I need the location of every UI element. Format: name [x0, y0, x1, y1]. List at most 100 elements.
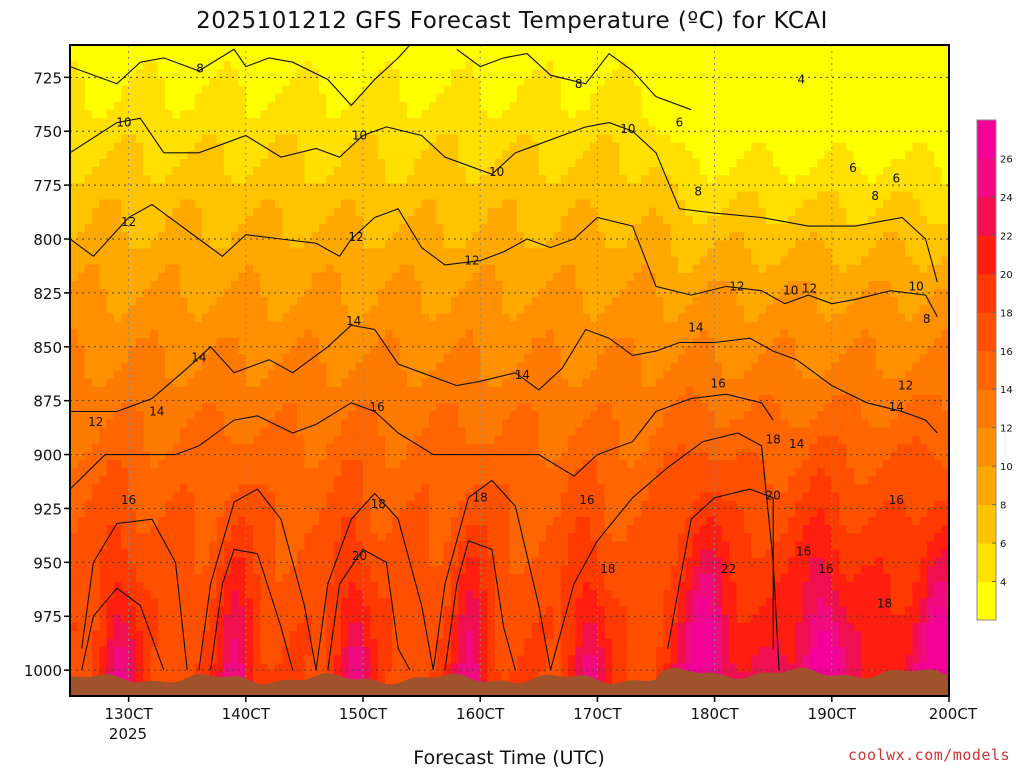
temperature-cell	[311, 671, 320, 681]
temperature-cell	[326, 549, 335, 559]
temperature-cell	[282, 199, 291, 209]
temperature-cell	[150, 207, 159, 217]
temperature-cell	[377, 248, 386, 258]
temperature-cell	[443, 508, 452, 518]
temperature-cell	[480, 354, 489, 363]
temperature-cell	[238, 93, 247, 103]
temperature-cell	[443, 386, 452, 396]
temperature-cell	[319, 150, 327, 160]
temperature-cell	[406, 476, 415, 486]
temperature-cell	[194, 516, 203, 526]
temperature-cell	[494, 435, 503, 445]
temperature-cell	[370, 476, 379, 486]
temperature-cell	[384, 175, 393, 184]
temperature-cell	[150, 53, 159, 62]
temperature-cell	[172, 370, 181, 380]
temperature-cell	[223, 77, 232, 87]
temperature-cell	[99, 207, 108, 217]
temperature-cell	[275, 110, 284, 119]
temperature-cell	[326, 663, 335, 673]
temperature-cell	[443, 256, 452, 266]
temperature-cell	[209, 232, 218, 241]
temperature-cell	[216, 516, 225, 526]
temperature-cell	[502, 167, 511, 176]
temperature-cell	[509, 85, 518, 95]
temperature-cell	[465, 468, 474, 477]
temperature-cell	[157, 183, 166, 193]
temperature-cell	[436, 183, 445, 193]
temperature-cell	[143, 77, 152, 87]
temperature-cell	[150, 150, 159, 160]
temperature-cell	[77, 354, 86, 363]
temperature-cell	[406, 565, 415, 575]
temperature-cell	[480, 411, 489, 420]
temperature-cell	[494, 134, 503, 144]
temperature-cell	[406, 394, 415, 404]
temperature-cell	[245, 443, 254, 453]
temperature-cell	[502, 590, 511, 599]
temperature-cell	[450, 110, 459, 119]
temperature-cell	[524, 69, 533, 79]
temperature-cell	[311, 419, 320, 429]
temperature-cell	[165, 61, 174, 71]
temperature-cell	[399, 622, 408, 632]
temperature-cell	[260, 663, 269, 673]
temperature-cell	[494, 199, 503, 209]
temperature-cell	[91, 386, 100, 396]
temperature-cell	[143, 394, 152, 404]
temperature-cell	[319, 516, 327, 526]
temperature-cell	[135, 85, 144, 95]
temperature-cell	[253, 191, 262, 201]
temperature-cell	[333, 134, 342, 144]
temperature-cell	[341, 541, 349, 551]
temperature-cell	[165, 525, 174, 534]
temperature-cell	[135, 215, 144, 225]
temperature-cell	[509, 533, 518, 542]
temperature-cell	[450, 394, 459, 404]
temperature-cell	[165, 85, 174, 95]
temperature-cell	[253, 167, 262, 176]
temperature-cell	[487, 516, 496, 526]
temperature-cell	[348, 378, 357, 388]
temperature-cell	[436, 175, 445, 184]
temperature-cell	[121, 354, 130, 363]
temperature-cell	[209, 289, 218, 298]
temperature-cell	[106, 614, 115, 624]
temperature-cell	[113, 354, 122, 363]
temperature-cell	[77, 606, 86, 616]
temperature-cell	[421, 297, 430, 306]
temperature-cell	[135, 460, 144, 469]
temperature-cell	[458, 525, 467, 534]
temperature-cell	[443, 468, 452, 477]
temperature-cell	[209, 394, 218, 404]
temperature-cell	[516, 411, 525, 420]
temperature-cell	[311, 183, 320, 193]
temperature-cell	[70, 346, 78, 355]
temperature-cell	[428, 468, 437, 477]
temperature-cell	[370, 443, 379, 453]
temperature-cell	[363, 329, 371, 339]
temperature-cell	[77, 289, 86, 298]
temperature-cell	[363, 435, 371, 445]
temperature-cell	[179, 256, 188, 266]
temperature-cell	[187, 630, 196, 640]
temperature-cell	[187, 256, 196, 266]
temperature-cell	[487, 419, 496, 429]
temperature-cell	[267, 280, 276, 290]
temperature-cell	[421, 590, 430, 599]
temperature-cell	[99, 663, 108, 673]
temperature-cell	[143, 183, 152, 193]
temperature-cell	[143, 321, 152, 331]
temperature-cell	[480, 468, 489, 477]
temperature-cell	[113, 224, 122, 233]
temperature-cell	[209, 85, 218, 95]
temperature-cell	[399, 101, 408, 111]
temperature-cell	[406, 484, 415, 494]
temperature-cell	[465, 126, 474, 136]
temperature-cell	[384, 321, 393, 331]
temperature-cell	[121, 484, 130, 494]
temperature-cell	[304, 280, 313, 290]
temperature-cell	[150, 614, 159, 624]
temperature-cell	[421, 639, 430, 648]
temperature-cell	[480, 297, 489, 306]
